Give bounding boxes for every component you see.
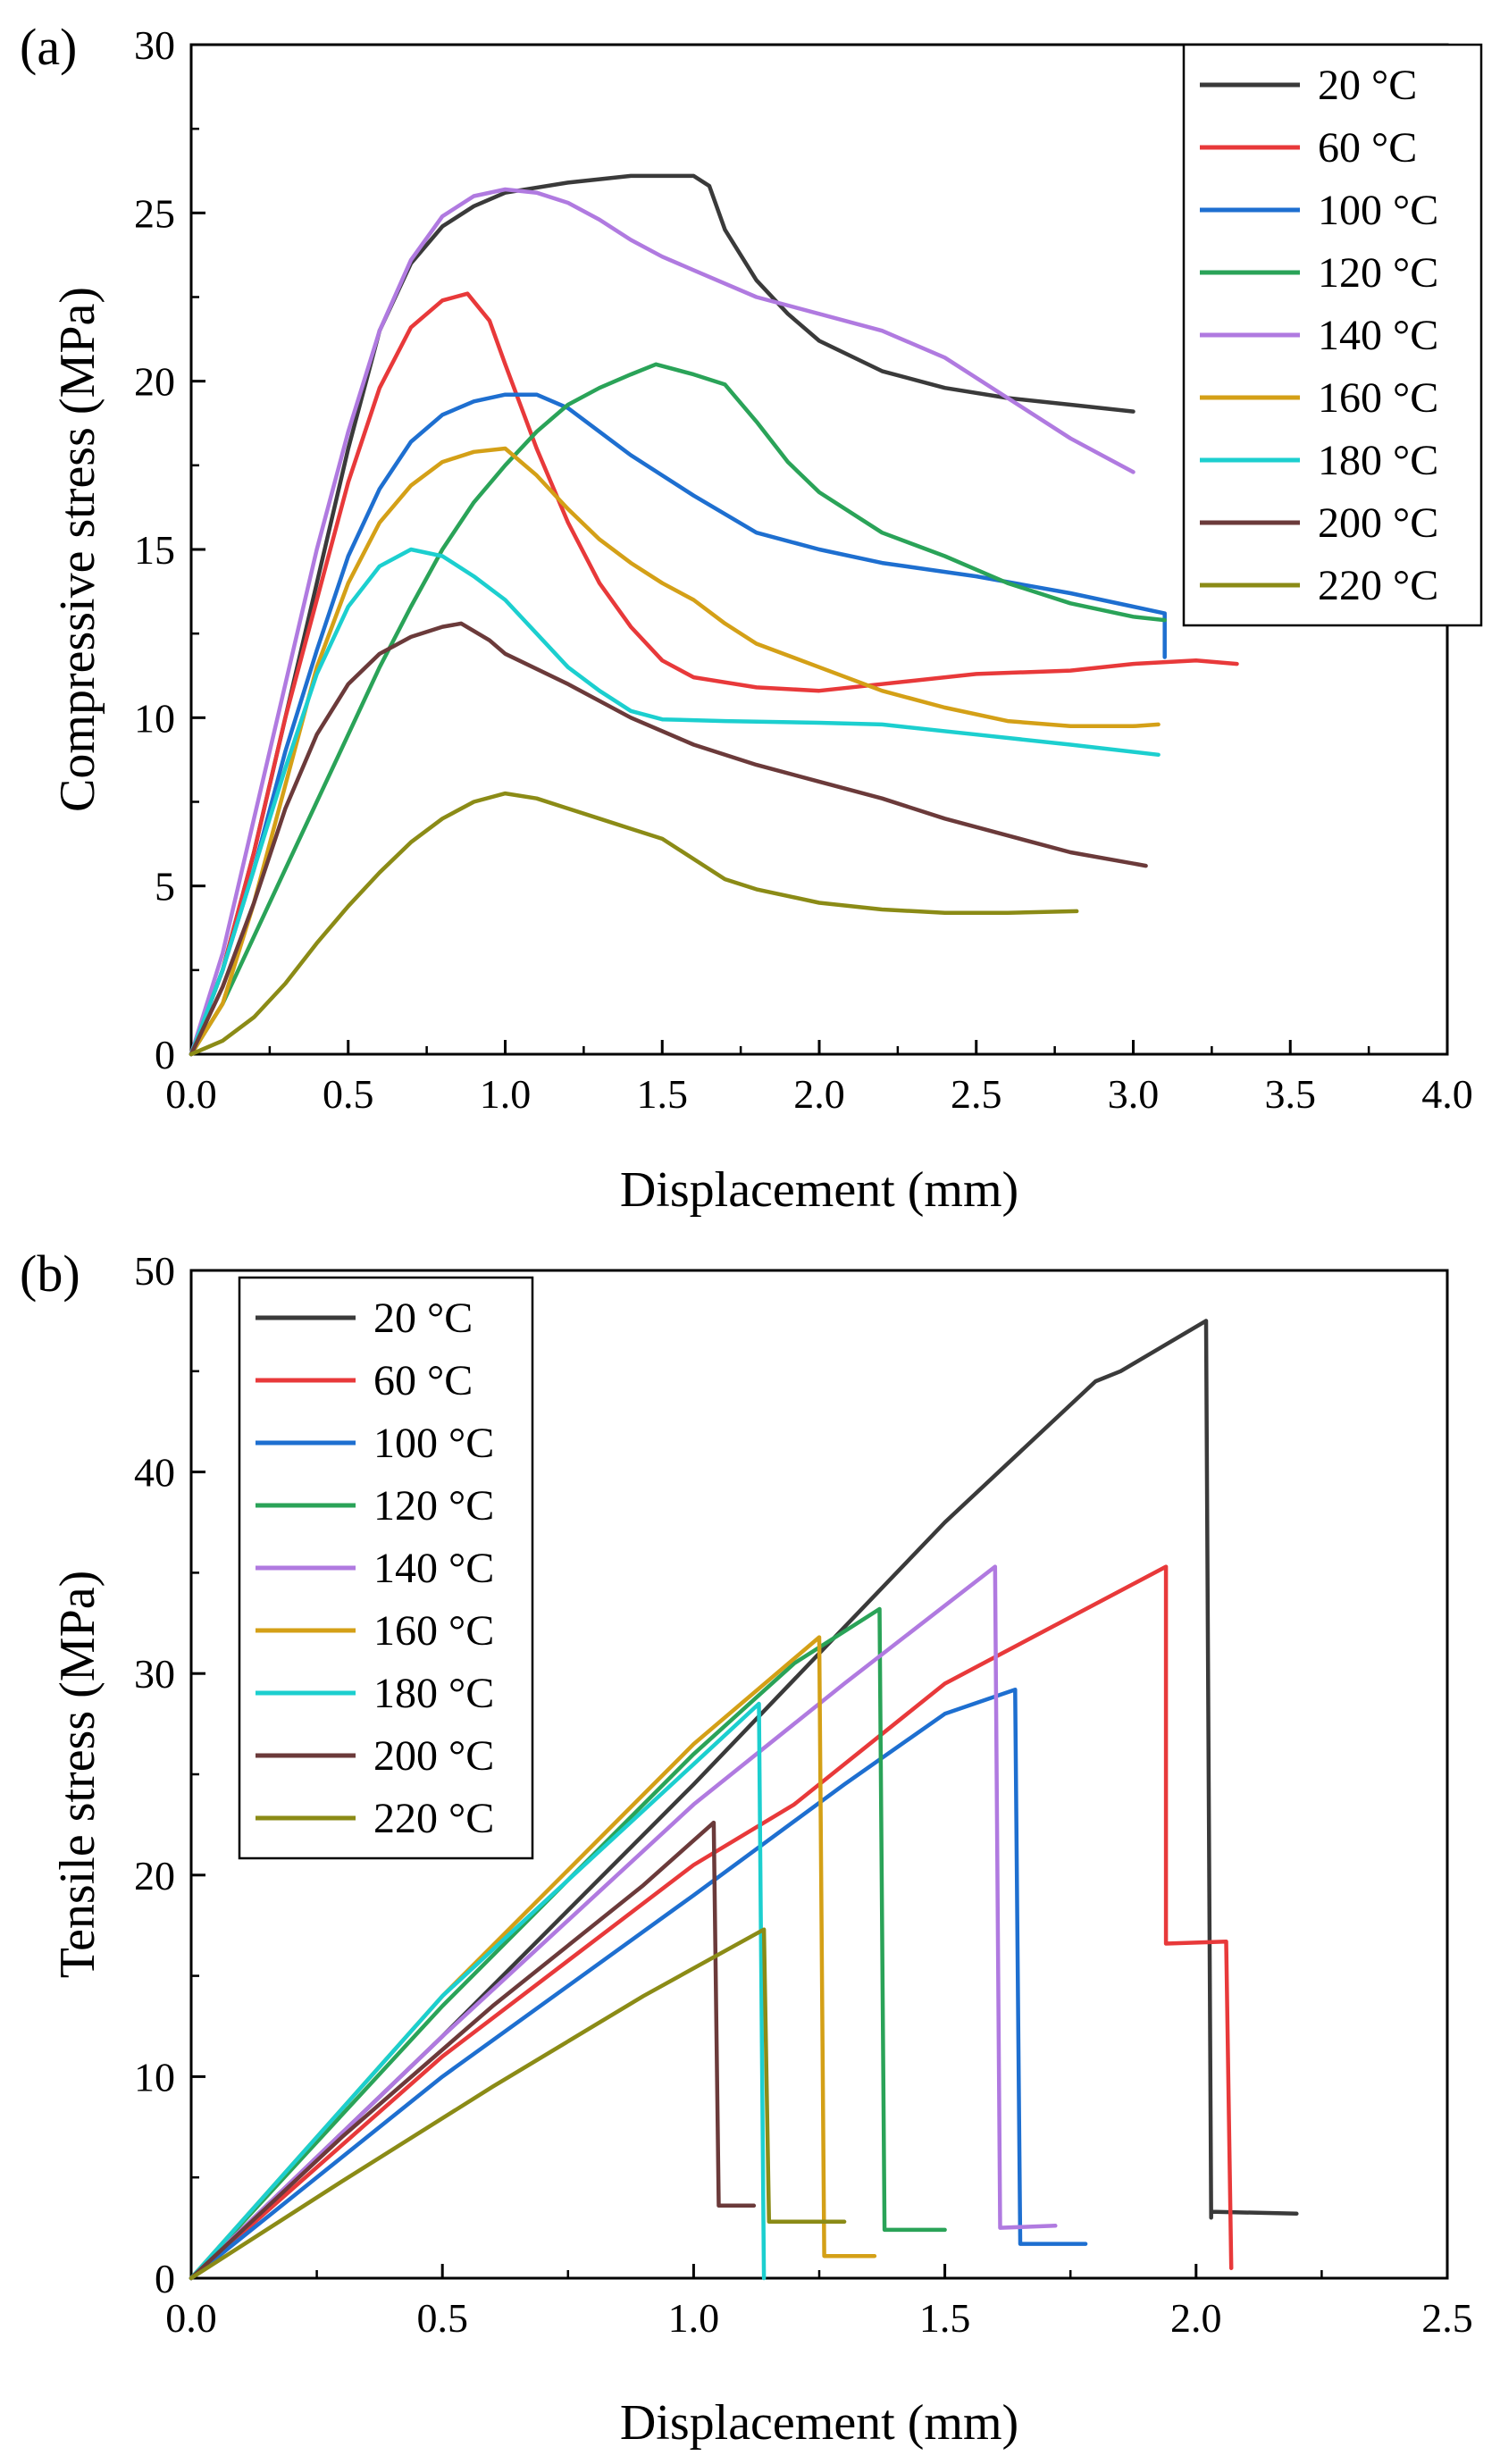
x-tick-label: 3.0: [1108, 1071, 1160, 1117]
y-tick-label: 20: [134, 1853, 175, 1898]
series-line: [189, 547, 1161, 1057]
series-line: [189, 1820, 757, 2281]
series-line: [189, 187, 1135, 1057]
series-line: [189, 291, 1239, 1057]
y-tick-label: 5: [155, 864, 175, 909]
legend-label: 160 °C: [373, 1607, 494, 1655]
series-line: [189, 446, 1161, 1057]
legend-label: 20 °C: [373, 1295, 473, 1342]
x-tick-label: 0.5: [323, 1071, 374, 1117]
series-line: [189, 1564, 1234, 2281]
legend-label: 100 °C: [1318, 187, 1438, 234]
y-tick-label: 40: [134, 1450, 175, 1496]
y-tick-label: 0: [155, 1032, 175, 1077]
legend-label: 180 °C: [373, 1670, 494, 1717]
y-tick-label: 20: [134, 359, 175, 405]
legend-label: 60 °C: [1318, 124, 1417, 172]
series-line: [189, 621, 1148, 1057]
legend-label: 140 °C: [373, 1545, 494, 1592]
legend-label: 200 °C: [373, 1732, 494, 1780]
y-tick-label: 50: [134, 1248, 175, 1294]
series-line: [189, 1319, 1299, 2281]
legend-label: 220 °C: [373, 1795, 494, 1842]
y-tick-label: 30: [134, 1651, 175, 1697]
legend-label: 60 °C: [373, 1357, 473, 1404]
y-tick-label: 10: [134, 2054, 175, 2099]
legend-label: 180 °C: [1318, 437, 1438, 484]
y-axis-label: Tensile stress (MPa): [50, 1571, 105, 1978]
x-tick-label: 0.0: [165, 1071, 217, 1117]
y-tick-label: 25: [134, 190, 175, 236]
y-tick-label: 0: [155, 2256, 175, 2301]
x-axis-label: Displacement (mm): [620, 1162, 1018, 1218]
x-tick-label: 2.0: [1170, 2295, 1222, 2341]
x-tick-label: 3.5: [1265, 1071, 1317, 1117]
x-tick-label: 0.0: [165, 2295, 217, 2341]
series-line: [189, 173, 1135, 1057]
legend-label: 220 °C: [1318, 562, 1438, 609]
y-axis-label: Compressive stress (MPa): [50, 287, 105, 812]
panel-label: (a): [20, 18, 77, 76]
series-line: [189, 1687, 1088, 2281]
x-axis-label: Displacement (mm): [620, 2395, 1018, 2451]
legend-label: 100 °C: [373, 1420, 494, 1467]
panel-label: (b): [20, 1245, 80, 1303]
series-line: [189, 392, 1167, 1057]
x-tick-label: 1.5: [637, 1071, 689, 1117]
x-tick-label: 1.0: [480, 1071, 532, 1117]
panel-a-compressive-chart: 0.0 0.5 1.0 1.5 2.0 2.5 3.0 3.5 4.0 0 5 10 15 20 25 30 D…: [20, 18, 1483, 1218]
x-tick-label: 0.5: [416, 2295, 468, 2341]
x-tick-label: 1.5: [919, 2295, 971, 2341]
y-tick-label: 15: [134, 527, 175, 573]
x-tick-label: 1.0: [668, 2295, 720, 2341]
legend-label: 120 °C: [1318, 249, 1438, 297]
y-tick-label: 10: [134, 695, 175, 741]
x-tick-label: 2.5: [1421, 2295, 1473, 2341]
series-line: [189, 1701, 767, 2281]
x-tick-label: 2.5: [951, 1071, 1002, 1117]
y-tick-label: 30: [134, 22, 175, 68]
series-line: [189, 362, 1167, 1057]
x-tick-label: 4.0: [1421, 1071, 1473, 1117]
legend-label: 160 °C: [1318, 374, 1438, 422]
legend-label: 20 °C: [1318, 62, 1417, 109]
series-line: [189, 1927, 847, 2281]
legend-label: 200 °C: [1318, 499, 1438, 547]
legend-label: 140 °C: [1318, 312, 1438, 359]
series-line: [189, 1564, 1058, 2281]
series-line: [189, 1606, 947, 2281]
legend-label: 120 °C: [373, 1482, 494, 1530]
panel-b-tensile-chart: 0.0 0.5 1.0 1.5 2.0 2.5 0 10 20 30 40 50 Displacemen…: [20, 1245, 1473, 2451]
x-tick-label: 2.0: [793, 1071, 845, 1117]
series-line: [189, 791, 1079, 1057]
